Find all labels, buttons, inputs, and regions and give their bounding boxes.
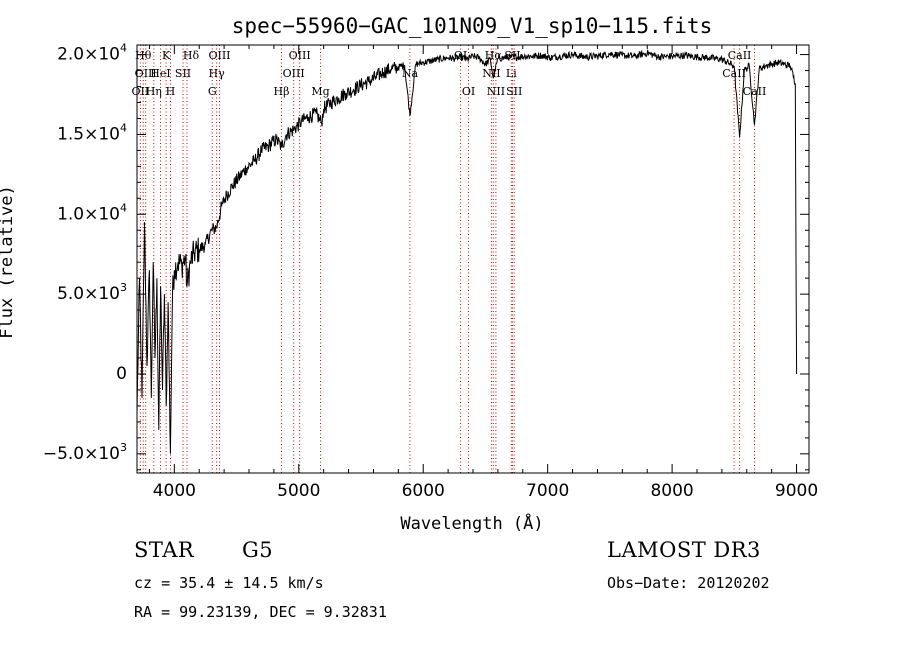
coordinates: RA = 99.23139, DEC = 9.32831 [134,603,387,621]
x-axis-label: Wavelength (Å) [400,512,543,534]
line-label: Hδ [183,49,200,62]
line-label: NII [482,67,500,80]
line-label: SII [175,67,191,80]
line-label: Li [506,67,517,80]
line-label: H [166,85,176,98]
line-label: OI [462,85,475,98]
y-tick-label: 2.0×104 [57,42,127,65]
y-tick-mantissa: 2.0×10 [57,45,120,65]
x-tick-label: 9000 [775,481,818,501]
y-tick-mantissa: 1.0×10 [57,204,120,224]
line-label: HeI [150,67,170,80]
survey-name: LAMOST DR3 [607,538,761,562]
y-tick-exponent: 4 [120,201,127,214]
y-tick-exponent: 4 [120,121,127,134]
line-label: OIII [208,49,230,62]
line-label: Mg [311,85,329,98]
x-tick-label: 5000 [277,481,320,501]
x-tick-label: 4000 [153,481,196,501]
line-label: Hη [146,85,162,98]
plot-frame [136,44,810,474]
y-tick-exponent: 4 [120,42,127,55]
spectral-line-markers [139,45,755,473]
obs-date: Obs−Date: 20120202 [607,574,770,592]
line-label: CaII [728,49,752,62]
line-label: CaII [743,85,767,98]
spectral-subclass: G5 [242,538,274,562]
spectrum-chart: spec−55960−GAC_101N09_V1_sp10−115.fits O… [0,14,818,534]
line-label: SII [506,85,522,98]
y-tick-mantissa: −5.0×10 [43,444,120,464]
x-axis-ticks: 4000 5000 6000 7000 8000 9000 [148,45,818,501]
line-label: OII [132,85,150,98]
y-tick-label: −5.0×103 [43,441,127,464]
y-axis-label: Flux (relative) [0,185,17,339]
x-tick-label: 7000 [526,481,569,501]
line-label: NII [487,85,505,98]
x-tick-label: 6000 [402,481,445,501]
spectral-line-labels: OIIHθOIIIHηHeIKHSIIHδGHγOIIIHβOIIIOIIIMg… [132,49,767,98]
line-label: OIII [283,67,305,80]
redshift-cz: cz = 35.4 ± 14.5 km/s [134,574,324,592]
y-tick-mantissa: 1.5×10 [57,124,120,144]
y-tick-label: 5.0×103 [57,281,127,304]
line-label: Hβ [274,85,290,98]
spectrum-line [136,49,798,454]
y-tick-label: 0 [116,364,127,384]
chart-title: spec−55960−GAC_101N09_V1_sp10−115.fits [232,14,712,38]
line-label: Hγ [209,67,226,80]
y-tick-mantissa: 0 [116,364,127,384]
line-label: Hθ [135,49,152,62]
line-label: CaII [722,67,746,80]
line-label: G [208,85,217,98]
line-label: OIII [289,49,311,62]
x-tick-label: 8000 [650,481,693,501]
object-type: STAR [134,538,195,562]
y-tick-exponent: 3 [120,441,127,454]
line-label: K [162,49,171,62]
y-tick-label: 1.5×104 [57,121,127,144]
y-tick-exponent: 3 [120,281,127,294]
y-tick-label: 1.0×104 [57,201,127,224]
y-tick-mantissa: 5.0×10 [57,284,120,304]
